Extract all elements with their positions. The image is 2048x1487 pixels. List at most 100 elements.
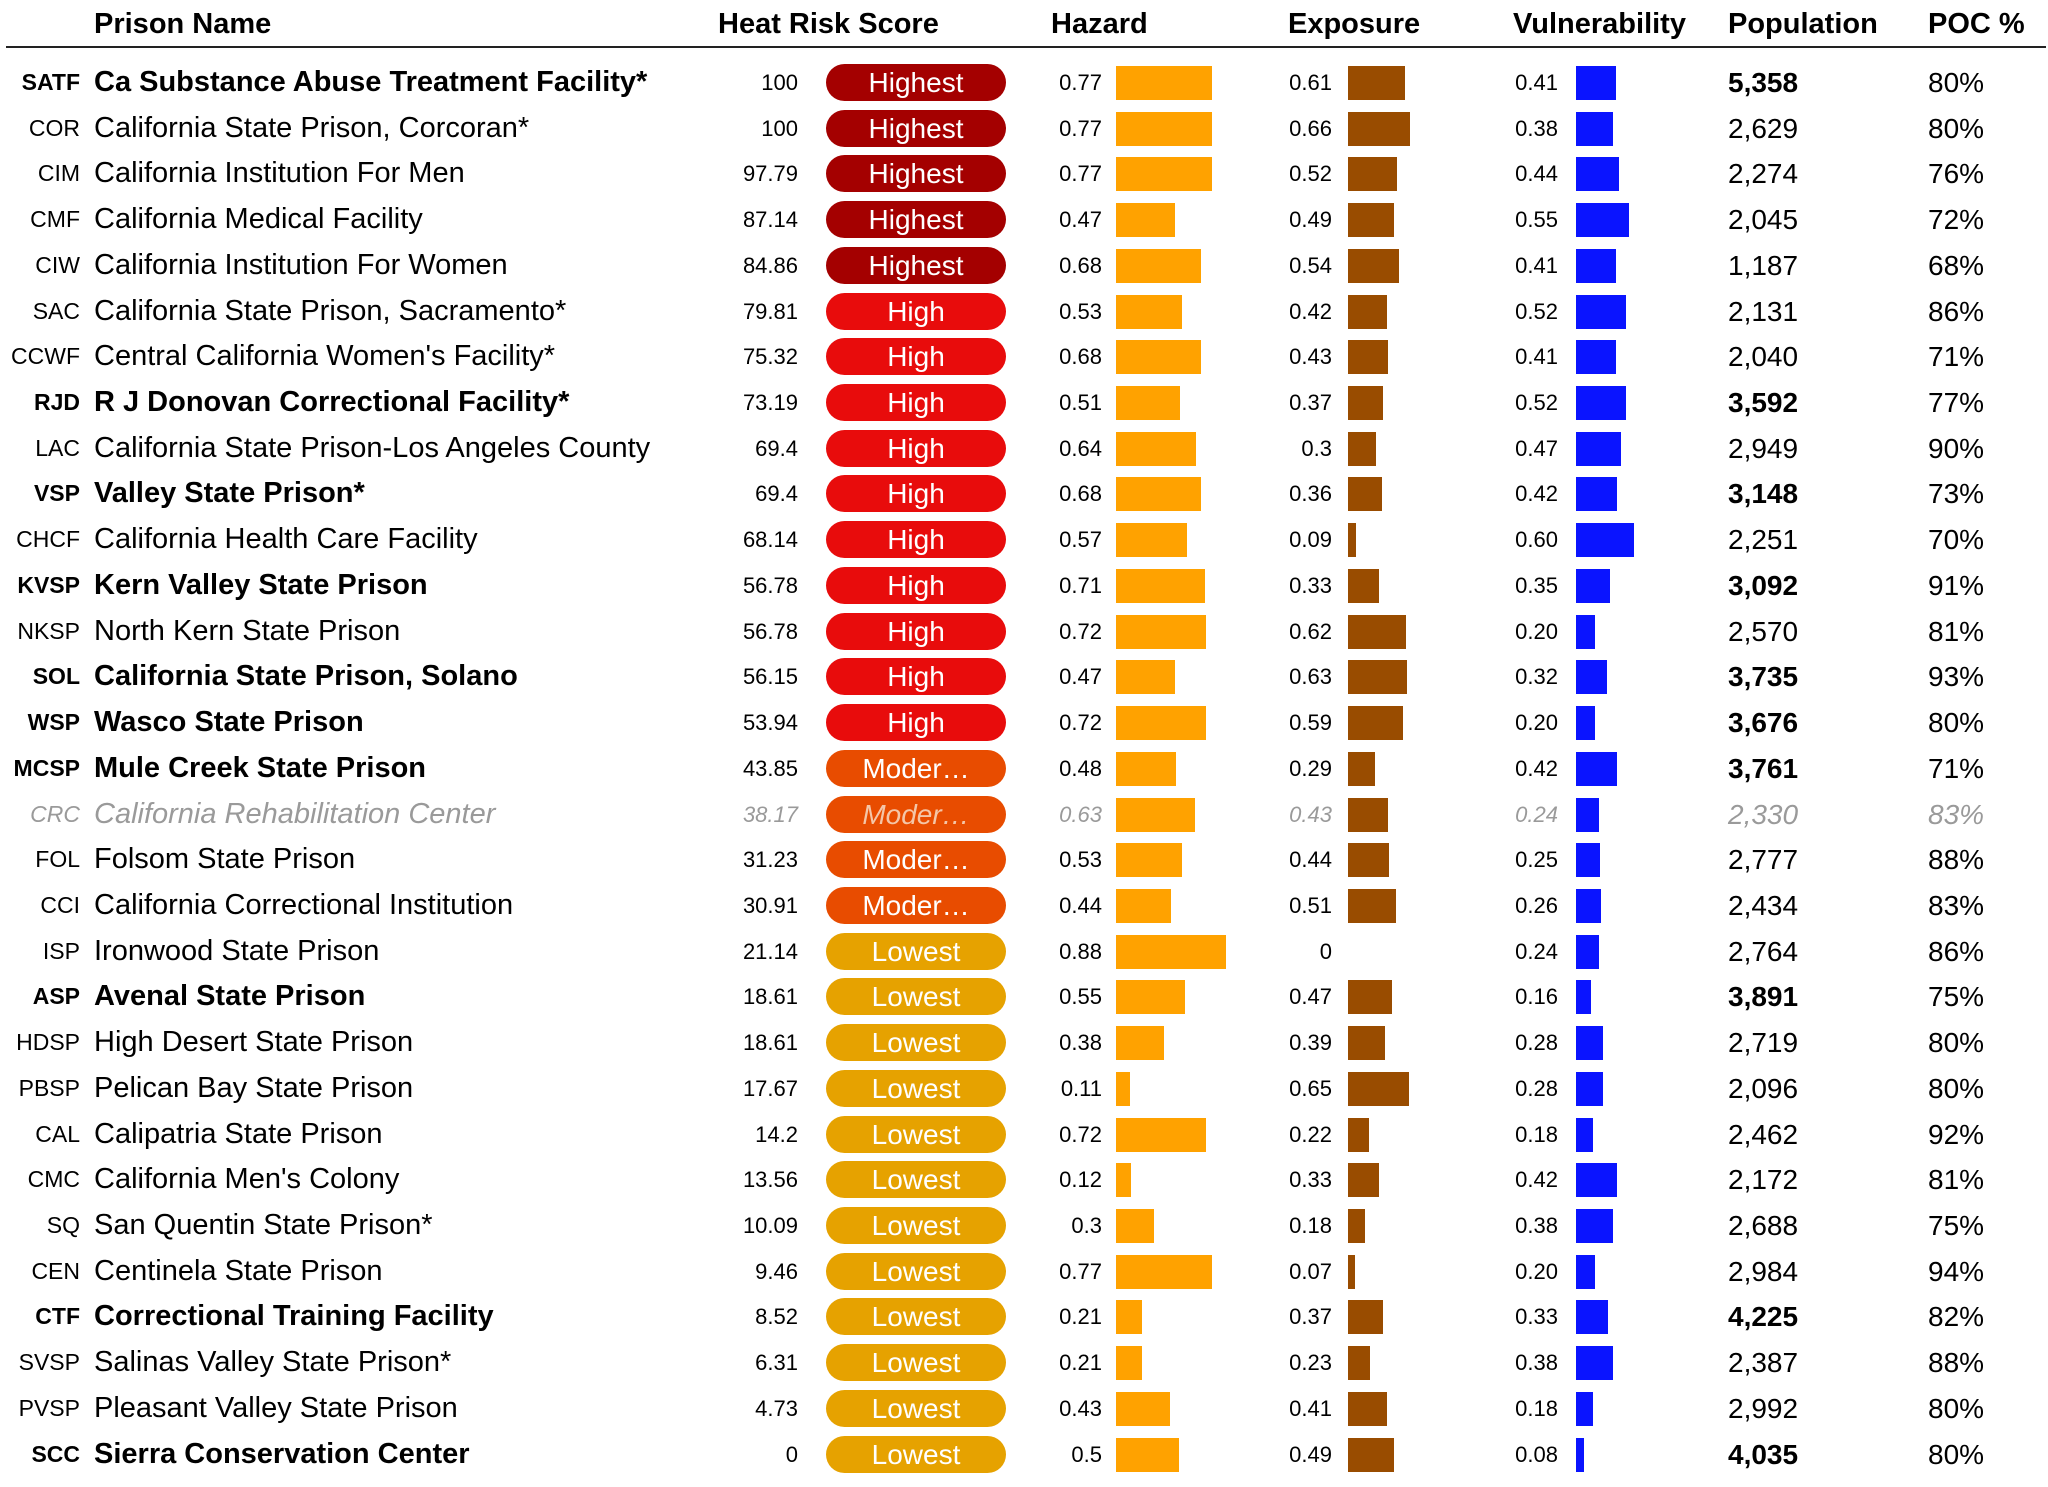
hazard-value: 0.5	[1071, 1441, 1102, 1467]
poc-percent: 76%	[1928, 158, 1985, 190]
risk-category-badge: Lowest	[826, 1252, 1006, 1290]
population-value: 2,688	[1728, 1210, 1799, 1241]
prison-name: Avenal State Prison	[94, 980, 366, 1013]
exposure-bar	[1348, 431, 1377, 466]
hazard-value: 0.43	[1059, 1395, 1102, 1421]
prison-code: SATF	[21, 69, 80, 95]
vulnerability-value: 0.26	[1515, 892, 1558, 918]
heat-risk-score: 100	[761, 70, 798, 95]
prison-name: Centinela State Prison	[94, 1254, 383, 1287]
vulnerability-value: 0.33	[1515, 1304, 1558, 1330]
hazard-bar	[1116, 248, 1201, 283]
risk-category-badge: Lowest	[826, 932, 1006, 970]
exposure-bar	[1348, 751, 1376, 786]
exposure-value: 0.07	[1289, 1258, 1332, 1284]
heat-risk-score: 18.61	[742, 984, 798, 1010]
prison-code: CCI	[40, 891, 80, 918]
vulnerability-value: 0.32	[1515, 664, 1558, 690]
hazard-value: 0.77	[1059, 115, 1102, 141]
risk-category-badge: High	[826, 384, 1006, 422]
heat-risk-score: 100	[761, 115, 798, 141]
hazard-bar	[1116, 934, 1226, 969]
vulnerability-bar	[1576, 203, 1630, 238]
poc-percent: 75%	[1928, 981, 1985, 1013]
vulnerability-bar	[1576, 340, 1616, 375]
vulnerability-bar	[1576, 248, 1616, 283]
prison-name: California State Prison, Corcoran*	[94, 111, 530, 144]
population-value: 2,045	[1728, 204, 1799, 236]
prison-name: California Institution For Men	[94, 157, 465, 190]
heat-risk-score: 56.78	[742, 572, 798, 598]
risk-category-badge: High	[826, 338, 1006, 376]
population-value: 5,358	[1728, 67, 1799, 98]
prison-name: Correctional Training Facility	[94, 1300, 494, 1333]
table-row: ASP Avenal State Prison 18.61 Lowest 0.55 0.4…	[0, 974, 2048, 1020]
heat-risk-score: 53.94	[742, 710, 798, 736]
vulnerability-value: 0.35	[1515, 572, 1558, 598]
hazard-value: 0.55	[1059, 984, 1102, 1010]
vulnerability-bar	[1576, 614, 1596, 649]
heat-risk-score: 73.19	[742, 390, 798, 416]
prison-code: ISP	[42, 937, 80, 964]
exposure-bar	[1348, 568, 1379, 603]
hazard-bar	[1116, 1300, 1143, 1335]
poc-percent: 71%	[1928, 752, 1985, 784]
exposure-value: 0.09	[1289, 527, 1332, 553]
population-value: 3,148	[1728, 478, 1799, 510]
hazard-value: 0.68	[1059, 344, 1102, 370]
exposure-value: 0.33	[1289, 1167, 1332, 1193]
vulnerability-value: 0.42	[1515, 481, 1558, 507]
vulnerability-bar	[1576, 1300, 1608, 1335]
risk-category-badge: Lowest	[826, 1161, 1006, 1199]
prison-code: KVSP	[17, 571, 80, 598]
population-value: 2,764	[1728, 935, 1799, 967]
poc-percent: 81%	[1928, 615, 1985, 647]
vulnerability-value: 0.55	[1515, 207, 1558, 233]
header-hazard: Hazard	[1051, 8, 1148, 40]
population-value: 2,040	[1728, 341, 1799, 373]
hazard-bar	[1116, 614, 1206, 649]
risk-category-badge: High	[826, 521, 1006, 559]
vulnerability-bar	[1576, 934, 1600, 969]
risk-category-badge: High	[826, 429, 1006, 467]
table-row: CIM California Institution For Men 97.79 Hi…	[0, 151, 2048, 197]
risk-category-badge: Highest	[826, 246, 1006, 284]
exposure-bar	[1348, 1209, 1365, 1243]
vulnerability-value: 0.44	[1515, 161, 1558, 187]
hazard-value: 0.11	[1060, 1075, 1102, 1101]
population-value: 1,187	[1728, 249, 1799, 281]
risk-category-badge: Moder…	[826, 886, 1006, 924]
prison-name: Pelican Bay State Prison	[94, 1071, 414, 1104]
prison-code: CHCF	[16, 526, 80, 553]
exposure-bar	[1348, 1117, 1369, 1152]
poc-percent: 80%	[1928, 1072, 1985, 1104]
hazard-value: 0.47	[1059, 207, 1102, 233]
risk-category-badge: Lowest	[826, 1024, 1006, 1062]
hazard-value: 0.71	[1059, 572, 1102, 598]
hazard-bar	[1116, 111, 1213, 146]
heat-risk-score: 69.4	[755, 481, 798, 507]
header-heat-risk-score: Heat Risk Score	[718, 8, 939, 40]
risk-category-badge: Moder…	[826, 749, 1006, 787]
table-row: CMC California Men's Colony 13.56 Lowest 0.1…	[0, 1157, 2048, 1203]
hazard-value: 0.57	[1059, 527, 1102, 553]
prison-code: CTF	[35, 1303, 80, 1330]
prison-name: California Correctional Institution	[94, 888, 514, 921]
risk-category-badge: Lowest	[826, 1435, 1006, 1473]
exposure-value: 0.39	[1289, 1030, 1332, 1056]
population-value: 3,735	[1728, 661, 1799, 693]
risk-category-badge: Moder…	[826, 841, 1006, 879]
hazard-value: 0.48	[1059, 755, 1102, 781]
table-row: ISP Ironwood State Prison 21.14 Lowest 0.88 0…	[0, 929, 2048, 975]
vulnerability-value: 0.18	[1515, 1121, 1558, 1147]
prison-name: R J Donovan Correctional Facility*	[94, 386, 570, 419]
hazard-bar	[1116, 157, 1213, 192]
risk-category-badge: Moder…	[826, 795, 1006, 833]
poc-percent: 81%	[1928, 1164, 1985, 1196]
heat-risk-score: 87.14	[742, 207, 798, 233]
hazard-bar	[1116, 660, 1175, 695]
exposure-value: 0.37	[1289, 1304, 1332, 1330]
exposure-value: 0.63	[1289, 664, 1332, 690]
exposure-bar	[1348, 706, 1404, 741]
prison-name: Valley State Prison*	[94, 477, 365, 510]
